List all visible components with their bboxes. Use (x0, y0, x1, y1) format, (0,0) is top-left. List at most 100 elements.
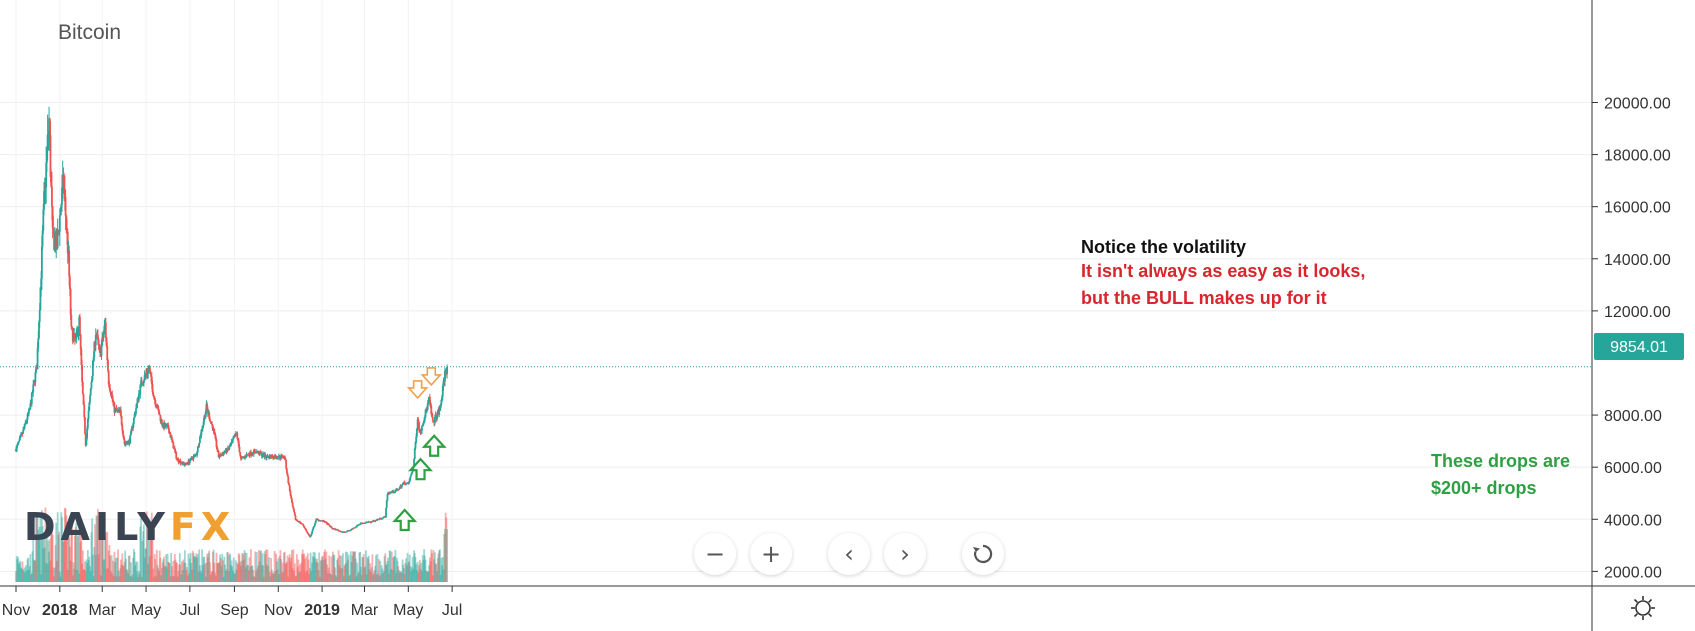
volume-bar (222, 576, 225, 582)
candle-body (413, 458, 415, 468)
candle-body (260, 452, 263, 457)
candle-body (242, 456, 245, 458)
volume-bar (446, 529, 448, 582)
candle-body (94, 334, 97, 346)
candle-body (254, 450, 257, 453)
candle-body (171, 437, 173, 441)
candle-body (168, 428, 170, 434)
settings-icon[interactable] (1631, 596, 1655, 620)
scroll-back-button[interactable]: ‹ (828, 533, 870, 575)
volume-bar (362, 554, 365, 582)
volume-bar (61, 536, 64, 582)
candle-body (438, 409, 441, 415)
volume-bar (245, 552, 248, 582)
volume-bar (63, 532, 66, 582)
volume-bar (321, 555, 324, 582)
volume-bar (122, 565, 124, 582)
volume-bar (61, 517, 63, 582)
candle-body (160, 419, 163, 425)
time-tick-label: Nov (2, 602, 30, 619)
candle-body (203, 416, 206, 422)
volume-bar (137, 571, 140, 582)
volume-bar (397, 566, 400, 582)
candle-body (40, 278, 43, 288)
volume-bar (216, 563, 219, 582)
candle-body (350, 529, 353, 531)
volume-bar (326, 573, 329, 582)
volume-bar (250, 565, 253, 582)
candle-body (197, 446, 200, 448)
volume-bar (385, 565, 387, 582)
volume-bar (38, 527, 41, 582)
volume-bar (78, 573, 81, 582)
volume-bar (231, 566, 234, 582)
volume-bar (117, 570, 120, 582)
volume-bar (432, 549, 435, 582)
candle-body (91, 360, 94, 376)
up-arrow-marker (421, 434, 447, 457)
time-tick-label: 2019 (304, 602, 340, 619)
volume-bar (354, 558, 357, 582)
volume-bar (181, 570, 184, 582)
candle-body (382, 517, 385, 519)
candle-body (359, 523, 362, 525)
volume-bar (295, 575, 298, 582)
volume-bar (86, 562, 89, 582)
volume-bar (175, 562, 178, 582)
candle-body (214, 432, 216, 436)
volume-bar (123, 561, 126, 582)
candle-body (143, 375, 146, 381)
volume-bar (426, 570, 429, 582)
volume-bar (170, 552, 173, 582)
volume-bar (275, 561, 278, 582)
candle-body (28, 409, 30, 414)
down-arrow-marker (406, 380, 429, 400)
volume-bar (380, 574, 382, 582)
volume-bar (34, 560, 37, 582)
candle-body (167, 425, 170, 429)
candle-body (311, 528, 314, 532)
volume-bar (48, 539, 51, 582)
volume-bar (416, 570, 418, 582)
volume-bar (223, 556, 226, 582)
candle-body (90, 381, 93, 389)
zoom-out-button[interactable]: − (694, 533, 736, 575)
volume-bar (234, 573, 237, 582)
candle-body (427, 399, 430, 404)
candle-body (142, 380, 145, 383)
volume-bar (395, 557, 398, 582)
volume-bar (71, 512, 73, 582)
volume-bar (376, 553, 379, 582)
volume-bar (304, 572, 307, 582)
candle-body (199, 436, 201, 444)
reset-chart-button[interactable] (962, 533, 1004, 575)
volume-bar (128, 555, 131, 582)
volume-bar (206, 553, 209, 582)
candle-body (18, 438, 21, 442)
volume-bar (431, 575, 434, 582)
volume-bar (368, 569, 371, 582)
candle-body (278, 455, 281, 459)
candle-body (19, 436, 22, 439)
volume-bar (142, 531, 145, 582)
scroll-forward-button[interactable]: › (884, 533, 926, 575)
candle-body (385, 507, 387, 518)
volume-bar (403, 573, 406, 582)
volume-bar (196, 557, 198, 582)
volume-bar (229, 565, 232, 582)
volume-bar (391, 569, 394, 582)
volume-bar (235, 569, 238, 582)
zoom-in-button[interactable]: + (750, 533, 792, 575)
volume-bar (390, 551, 393, 582)
volume-bar (375, 555, 377, 582)
volume-bar (212, 549, 215, 582)
price-tick-label: 12000.00 (1604, 304, 1671, 321)
volume-bar (267, 566, 270, 582)
volume-bar (160, 567, 163, 582)
candle-body (306, 531, 308, 533)
volume-bar (71, 575, 74, 582)
volume-bar (393, 556, 396, 582)
price-tick-label: 16000.00 (1604, 200, 1671, 217)
candle-body (108, 384, 111, 389)
